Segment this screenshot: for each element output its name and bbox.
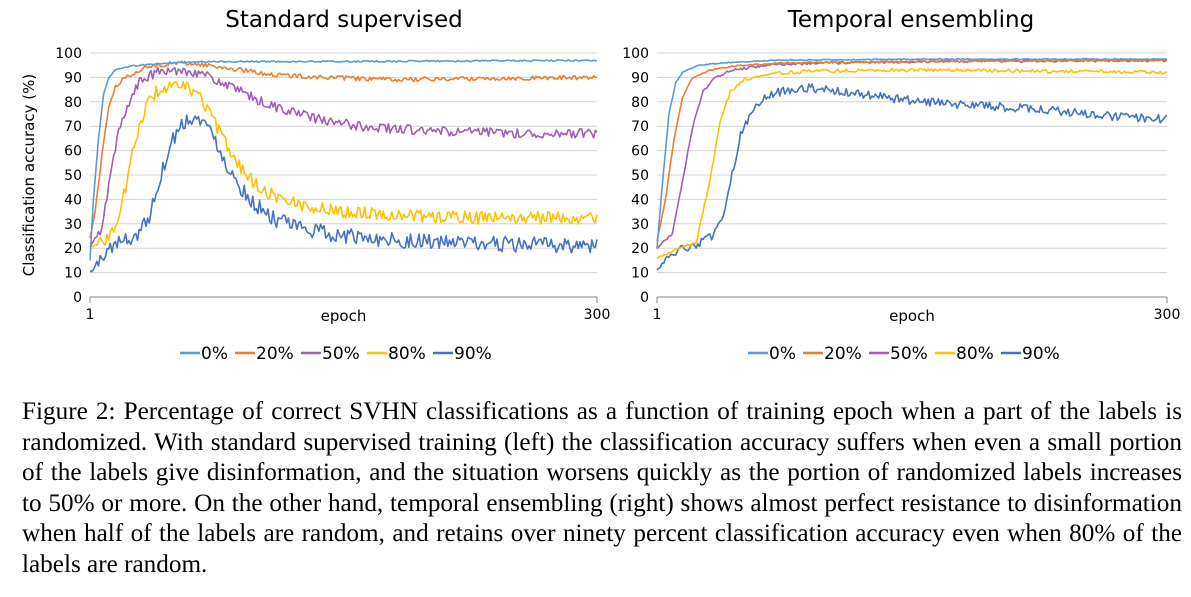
y-tick-label: 50: [64, 168, 82, 184]
x-axis-label: epoch: [321, 307, 367, 325]
series-line-90pct: [656, 83, 1168, 271]
series-line-20pct: [656, 58, 1168, 242]
y-tick-label: 40: [631, 192, 649, 208]
y-tick-label: 30: [64, 217, 82, 233]
figure-caption: Figure 2: Percentage of correct SVHN cla…: [22, 398, 1182, 578]
legend-entry: 80%: [956, 344, 994, 364]
legend-entry: 20%: [824, 344, 862, 364]
y-tick-label: 20: [64, 241, 82, 257]
legend-entry: 0%: [769, 344, 796, 364]
figure-charts: Standard supervised 0 10 20 30 40 50 60 70 80 90 10…: [20, 7, 1180, 364]
y-tick-label: 0: [73, 290, 82, 306]
x-axis-label: epoch: [889, 307, 935, 325]
x-tick-label: 300: [584, 307, 611, 323]
y-tick-label: 70: [64, 119, 82, 135]
series-line-80pct: [89, 81, 598, 248]
y-tick-label: 80: [64, 95, 82, 111]
y-tick-label: 30: [631, 217, 649, 233]
y-tick-label: 50: [631, 168, 649, 184]
legend-entry: 90%: [454, 344, 492, 364]
x-tick-label: 1: [86, 307, 95, 323]
series-line-0pct: [656, 57, 1168, 249]
series-line-0pct: [89, 59, 598, 261]
y-axis-label: Classification accuracy (%): [20, 74, 38, 276]
x-tick-label: 300: [1154, 307, 1181, 323]
y-tick-label: 10: [631, 266, 649, 282]
chart-panel-2: Temporal ensembling010203040506070809010…: [622, 7, 1180, 364]
series-line-50pct: [656, 58, 1168, 250]
y-tick-label: 100: [622, 46, 649, 62]
y-tick-label: 90: [64, 70, 82, 86]
y-tick-label: 100: [55, 46, 82, 62]
y-tick-label: 20: [631, 241, 649, 257]
legend-entry: 0%: [201, 344, 228, 364]
legend-entry: 90%: [1022, 344, 1060, 364]
y-tick-label: 40: [64, 192, 82, 208]
series-line-80pct: [656, 67, 1168, 260]
y-tick-label: 60: [64, 144, 82, 160]
chart-panel-1: Standard supervised010203040506070809010…: [20, 7, 610, 364]
legend-entry: 80%: [388, 344, 426, 364]
chart-title: Standard supervised: [225, 7, 462, 33]
legend-entry: 50%: [322, 344, 360, 364]
y-tick-label: 0: [640, 290, 649, 306]
legend-entry: 50%: [890, 344, 928, 364]
y-tick-label: 10: [64, 266, 82, 282]
y-tick-label: 60: [631, 144, 649, 160]
legend-entry: 20%: [256, 344, 294, 364]
chart-title: Temporal ensembling: [787, 7, 1034, 33]
y-tick-label: 80: [631, 95, 649, 111]
x-tick-label: 1: [653, 307, 662, 323]
y-tick-label: 70: [631, 119, 649, 135]
series-line-90pct: [89, 114, 598, 273]
series-line-20pct: [89, 60, 598, 239]
series-line-50pct: [89, 66, 598, 248]
charts-svg: Standard supervised010203040506070809010…: [20, 7, 1180, 364]
y-tick-label: 90: [631, 70, 649, 86]
